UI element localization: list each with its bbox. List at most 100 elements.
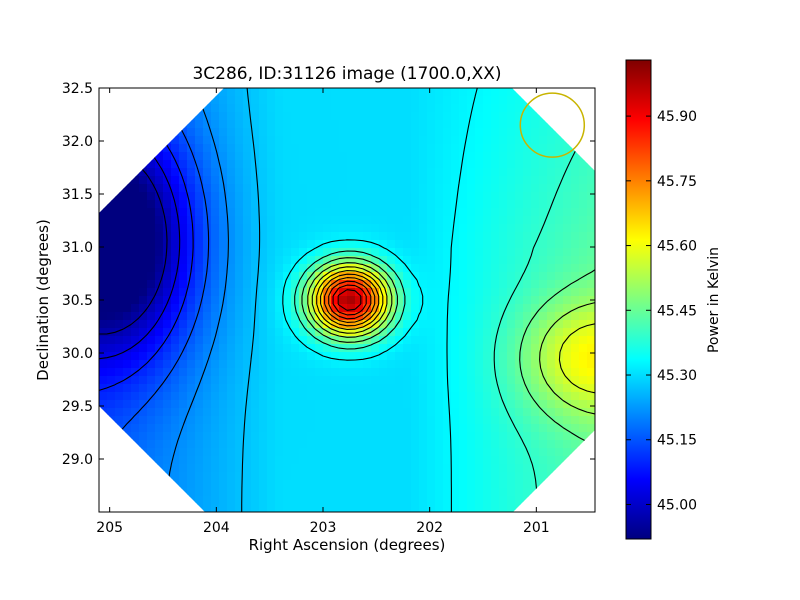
heatmap-cell [459, 232, 468, 241]
heatmap-cell [515, 344, 524, 353]
heatmap-cell [363, 120, 372, 129]
heatmap-cell [451, 320, 460, 329]
heatmap-cell [299, 384, 308, 393]
heatmap-cell [355, 200, 364, 209]
heatmap-cell [211, 392, 220, 401]
heatmap-cell [291, 272, 300, 281]
heatmap-cell [531, 216, 540, 225]
heatmap-cell [171, 304, 180, 313]
heatmap-cell [235, 120, 244, 129]
heatmap-cell [451, 392, 460, 401]
heatmap-cell [315, 504, 324, 512]
heatmap-cell [451, 344, 460, 353]
heatmap-cell [403, 456, 412, 465]
y-tick-label: 30.5 [62, 293, 93, 309]
heatmap-cell [339, 168, 348, 177]
heatmap-cell [515, 392, 524, 401]
heatmap-cell [571, 432, 580, 441]
heatmap-cell [339, 416, 348, 425]
heatmap-cell [371, 224, 380, 233]
heatmap-cell [459, 200, 468, 209]
heatmap-cell [235, 176, 244, 185]
heatmap-cell [483, 272, 492, 281]
heatmap-cell [211, 256, 220, 265]
heatmap-cell [211, 488, 220, 497]
heatmap-cell [227, 208, 236, 217]
heatmap-cell [539, 160, 548, 169]
heatmap-cell [459, 384, 468, 393]
heatmap-cell [435, 144, 444, 153]
heatmap-cell [267, 432, 276, 441]
heatmap-cell [123, 192, 132, 201]
heatmap-cell [275, 104, 284, 113]
heatmap-cell [179, 248, 188, 257]
heatmap-cell [547, 184, 556, 193]
heatmap-cell [187, 424, 196, 433]
heatmap-cell [523, 280, 532, 289]
heatmap-cell [539, 128, 548, 137]
heatmap-cell [283, 344, 292, 353]
heatmap-cell [323, 328, 332, 337]
heatmap-cell [339, 312, 348, 321]
heatmap-cell [99, 312, 108, 321]
heatmap-cell [139, 248, 148, 257]
heatmap-cell [507, 88, 516, 97]
heatmap-cell [235, 312, 244, 321]
heatmap-cell [427, 344, 436, 353]
heatmap-cell [195, 432, 204, 441]
heatmap-cell [355, 296, 364, 305]
heatmap-cell [171, 432, 180, 441]
heatmap-cell [259, 272, 268, 281]
heatmap-cell [171, 424, 180, 433]
heatmap-cell [323, 208, 332, 217]
heatmap-cell [427, 96, 436, 105]
chart-title: 3C286, ID:31126 image (1700.0,XX) [192, 64, 501, 84]
heatmap-cell [123, 272, 132, 281]
heatmap-cell [435, 112, 444, 121]
heatmap-cell [547, 336, 556, 345]
heatmap-cell [579, 344, 588, 353]
heatmap-cell [251, 144, 260, 153]
heatmap-cell [451, 120, 460, 129]
heatmap-cell [587, 184, 595, 193]
heatmap-cell [443, 224, 452, 233]
heatmap-cell [459, 104, 468, 113]
heatmap-cell [139, 264, 148, 273]
heatmap-cell [363, 200, 372, 209]
heatmap-cell [171, 144, 180, 153]
heatmap-cell [451, 416, 460, 425]
heatmap-cell [291, 464, 300, 473]
heatmap-cell [195, 488, 204, 497]
heatmap-cell [387, 408, 396, 417]
heatmap-cell [291, 448, 300, 457]
heatmap-cell [307, 224, 316, 233]
heatmap-cell [195, 128, 204, 137]
heatmap-cell [203, 224, 212, 233]
heatmap-cell [99, 368, 108, 377]
heatmap-cell [163, 152, 172, 161]
heatmap-cell [523, 416, 532, 425]
heatmap-cell [347, 352, 356, 361]
heatmap-cell [475, 472, 484, 481]
heatmap-cell [435, 136, 444, 145]
heatmap-cell [115, 408, 124, 417]
heatmap-cell [579, 224, 588, 233]
heatmap-cell [483, 352, 492, 361]
heatmap-cell [99, 208, 108, 217]
heatmap-cell [243, 288, 252, 297]
heatmap-cell [491, 120, 500, 129]
heatmap-cell [371, 128, 380, 137]
heatmap-cell [435, 168, 444, 177]
heatmap-cell [347, 496, 356, 505]
heatmap-cell [451, 144, 460, 153]
heatmap-cell [451, 472, 460, 481]
heatmap-cell [475, 88, 484, 97]
heatmap-cell [539, 392, 548, 401]
heatmap-cell [323, 456, 332, 465]
heatmap-cell [563, 448, 572, 457]
colorbar-gradient [625, 59, 652, 540]
heatmap-cell [323, 408, 332, 417]
heatmap-cell [363, 432, 372, 441]
heatmap-cell [123, 416, 132, 425]
heatmap-cell [403, 320, 412, 329]
